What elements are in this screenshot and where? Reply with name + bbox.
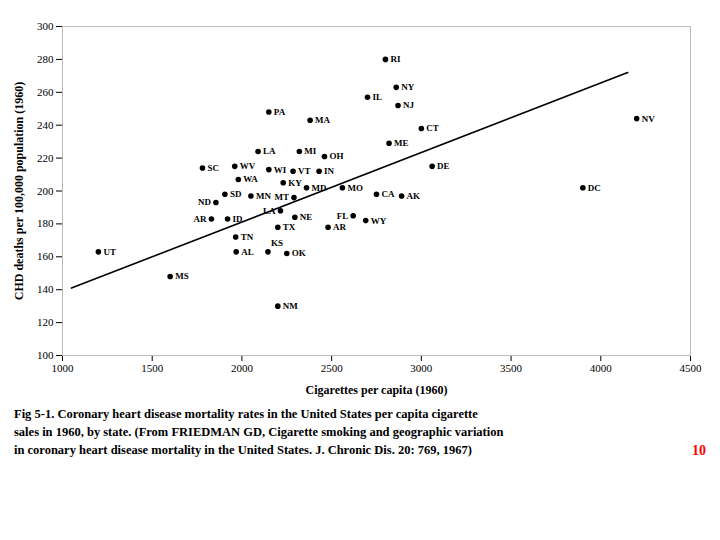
- svg-text:VT: VT: [298, 166, 311, 176]
- svg-text:AR: AR: [333, 222, 346, 232]
- svg-text:1000: 1000: [52, 362, 75, 374]
- svg-text:100: 100: [37, 349, 54, 361]
- svg-text:DE: DE: [437, 161, 450, 171]
- svg-text:NE: NE: [300, 212, 313, 222]
- svg-text:260: 260: [37, 86, 54, 98]
- svg-text:MS: MS: [175, 271, 189, 281]
- svg-text:NY: NY: [401, 82, 414, 92]
- svg-text:4000: 4000: [590, 362, 613, 374]
- svg-text:DC: DC: [588, 183, 601, 193]
- svg-text:2500: 2500: [321, 362, 344, 374]
- svg-text:ME: ME: [394, 138, 409, 148]
- svg-text:TX: TX: [283, 222, 296, 232]
- svg-text:ND: ND: [198, 197, 211, 207]
- svg-text:Cigarettes per capita (1960): Cigarettes per capita (1960): [306, 383, 448, 397]
- svg-text:SD: SD: [230, 189, 242, 199]
- svg-text:2000: 2000: [231, 362, 254, 374]
- svg-text:160: 160: [37, 250, 54, 262]
- svg-text:120: 120: [37, 316, 54, 328]
- svg-text:AL: AL: [241, 247, 254, 257]
- svg-text:1500: 1500: [141, 362, 164, 374]
- html-text:sales in 1960, by state. (From: sales in 1960, by state. (From FRIEDMAN …: [14, 425, 504, 440]
- svg-text:280: 280: [37, 53, 54, 65]
- svg-text:CT: CT: [426, 123, 439, 133]
- html-text:in coronary heart disease mort: in coronary heart disease mortality in t…: [14, 443, 472, 458]
- svg-text:WA: WA: [243, 174, 258, 184]
- svg-text:180: 180: [37, 217, 54, 229]
- html-text:Fig 5-1. Coronary heart diseas: Fig 5-1. Coronary heart disease mortalit…: [14, 407, 478, 421]
- svg-text:200: 200: [37, 185, 54, 197]
- svg-text:LA: LA: [263, 146, 276, 156]
- svg-text:UT: UT: [103, 247, 116, 257]
- svg-text:IN: IN: [324, 166, 335, 176]
- svg-text:KS: KS: [271, 238, 283, 248]
- svg-text:CA: CA: [382, 189, 395, 199]
- svg-text:KY: KY: [288, 178, 302, 188]
- svg-text:FL: FL: [337, 211, 349, 221]
- svg-text:OK: OK: [292, 248, 306, 258]
- svg-text:300: 300: [37, 20, 54, 32]
- svg-text:WV: WV: [240, 161, 256, 171]
- svg-text:OH: OH: [329, 151, 343, 161]
- svg-text:WY: WY: [371, 215, 387, 225]
- svg-text:NJ: NJ: [403, 100, 414, 110]
- svg-text:AK: AK: [407, 191, 421, 201]
- svg-text:MA: MA: [315, 115, 330, 125]
- svg-text:PA: PA: [274, 107, 286, 117]
- svg-text:WI: WI: [274, 164, 287, 174]
- svg-text:MN: MN: [256, 191, 271, 201]
- svg-text:SC: SC: [207, 163, 219, 173]
- svg-text:CHD deaths per 100,000 populat: CHD deaths per 100,000 population (1960): [12, 82, 26, 300]
- svg-text:IL: IL: [373, 92, 383, 102]
- svg-text:RI: RI: [390, 54, 400, 64]
- svg-text:240: 240: [37, 119, 54, 131]
- svg-text:ID: ID: [233, 214, 244, 224]
- svg-text:LA: LA: [263, 206, 276, 216]
- svg-text:TN: TN: [241, 232, 254, 242]
- svg-text:NM: NM: [283, 301, 298, 311]
- html-text:10: 10: [692, 443, 706, 459]
- svg-text:AR: AR: [193, 214, 206, 224]
- svg-text:4500: 4500: [680, 362, 703, 374]
- svg-text:MI: MI: [304, 146, 316, 156]
- svg-text:220: 220: [37, 152, 54, 164]
- svg-text:MO: MO: [347, 183, 363, 193]
- svg-text:3000: 3000: [410, 362, 433, 374]
- svg-text:MD: MD: [312, 183, 327, 193]
- svg-text:3500: 3500: [500, 362, 522, 374]
- svg-text:NV: NV: [642, 114, 655, 124]
- svg-text:140: 140: [37, 283, 54, 295]
- svg-text:MT: MT: [274, 192, 289, 202]
